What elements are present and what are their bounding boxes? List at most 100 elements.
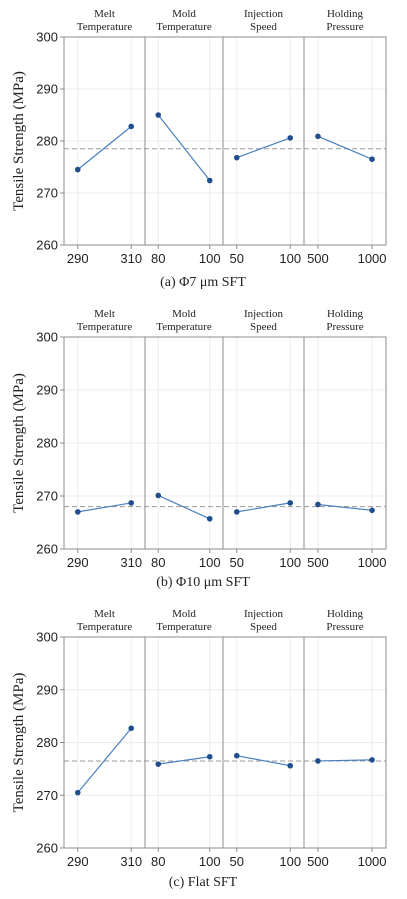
facet-header-label: Temperature <box>156 621 212 633</box>
data-point <box>128 725 135 732</box>
data-point <box>74 509 81 515</box>
facet-header-label: Temperature <box>77 621 133 633</box>
x-tick-label: 1000 <box>358 555 387 570</box>
series-line <box>157 114 211 181</box>
series-line <box>77 502 132 513</box>
series-line <box>317 135 373 160</box>
y-tick-label: 290 <box>36 82 58 97</box>
facet-header-label: Melt <box>94 608 115 620</box>
data-point <box>155 761 162 767</box>
facet-header-label: Temperature <box>156 21 212 33</box>
data-point <box>206 753 213 760</box>
series-line <box>317 759 373 762</box>
facet-header-label: Holding <box>327 608 364 620</box>
series-line <box>158 756 210 765</box>
data-point <box>233 154 240 161</box>
data-point <box>155 112 162 118</box>
chart-panel-2: 260 270 280 290 300 Tensile Strength (MPa) Mel… <box>11 308 387 590</box>
y-tick-label: 270 <box>36 186 58 201</box>
x-tick-label: 290 <box>67 854 89 869</box>
y-tick-label: 280 <box>36 735 58 750</box>
data-point <box>233 509 240 515</box>
data-point <box>74 789 81 796</box>
x-tick-label: 100 <box>199 555 221 570</box>
facet-header-label: Melt <box>94 8 115 20</box>
x-tick-label: 290 <box>67 251 89 266</box>
facet-header-label: Mold <box>172 8 196 20</box>
x-tick-label: 100 <box>279 854 301 869</box>
x-tick-label: 500 <box>307 555 329 570</box>
facet-header-label: Pressure <box>326 621 363 633</box>
panel-caption: (b) Φ10 μm SFT <box>156 575 250 590</box>
series-line <box>236 137 291 159</box>
facet-header-label: Holding <box>327 308 364 320</box>
data-point <box>287 500 294 506</box>
facet-header-label: Holding <box>327 8 364 20</box>
data-point <box>155 492 162 499</box>
x-tick-label: 310 <box>120 555 142 570</box>
x-tick-label: 100 <box>199 251 221 266</box>
chart-panel-1: 260 270 280 290 300 Tensile Strength (MPa) Mel… <box>11 8 387 290</box>
x-tick-label: 50 <box>230 854 244 869</box>
data-point <box>287 135 294 141</box>
y-tick-label: 300 <box>36 330 58 345</box>
y-tick-label: 270 <box>36 489 58 504</box>
facet-header-label: Injection <box>244 308 284 320</box>
facet-header-label: Speed <box>250 321 277 333</box>
panel-caption: (c) Flat SFT <box>169 875 238 890</box>
y-tick-label: 280 <box>36 134 58 149</box>
x-tick-label: 500 <box>307 251 329 266</box>
series-line <box>317 503 373 511</box>
x-tick-label: 100 <box>279 555 301 570</box>
y-tick-label: 290 <box>36 383 58 398</box>
facet-header-label: Mold <box>172 308 196 320</box>
data-point <box>233 752 240 759</box>
facet-header-label: Injection <box>244 608 284 620</box>
x-tick-label: 290 <box>67 555 89 570</box>
facet-header-label: Injection <box>244 8 284 20</box>
chart-panel-3: 260 270 280 290 300 Tensile Strength (MPa) Mel… <box>11 608 387 890</box>
series-line <box>236 755 291 767</box>
facet-header-label: Melt <box>94 308 115 320</box>
x-tick-label: 50 <box>230 555 244 570</box>
y-axis-label: Tensile Strength (MPa) <box>11 373 27 513</box>
x-tick-label: 50 <box>230 251 244 266</box>
x-tick-label: 1000 <box>358 854 387 869</box>
panel-caption: (a) Φ7 μm SFT <box>160 275 246 290</box>
y-tick-label: 280 <box>36 436 58 451</box>
data-point <box>315 758 321 764</box>
series-line <box>77 125 132 171</box>
y-tick-label: 300 <box>36 630 58 645</box>
x-tick-label: 500 <box>307 854 329 869</box>
data-point <box>206 177 213 184</box>
x-tick-label: 100 <box>279 251 301 266</box>
y-axis-label: Tensile Strength (MPa) <box>11 673 27 813</box>
y-tick-label: 260 <box>36 238 58 253</box>
y-tick-label: 270 <box>36 788 58 803</box>
x-tick-label: 80 <box>151 251 165 266</box>
facet-header-label: Pressure <box>326 321 363 333</box>
series-line <box>77 727 132 793</box>
data-point <box>369 507 375 514</box>
facet-header-label: Temperature <box>156 321 212 333</box>
data-point <box>315 501 321 508</box>
data-point <box>128 500 135 506</box>
data-point <box>128 123 135 130</box>
data-point <box>287 762 294 769</box>
facet-header-label: Temperature <box>77 21 133 33</box>
x-tick-label: 310 <box>120 854 142 869</box>
facet-header-label: Pressure <box>326 21 363 33</box>
x-tick-label: 80 <box>151 854 165 869</box>
y-axis-label: Tensile Strength (MPa) <box>11 71 27 211</box>
data-point <box>369 757 375 763</box>
y-tick-label: 260 <box>36 542 58 557</box>
